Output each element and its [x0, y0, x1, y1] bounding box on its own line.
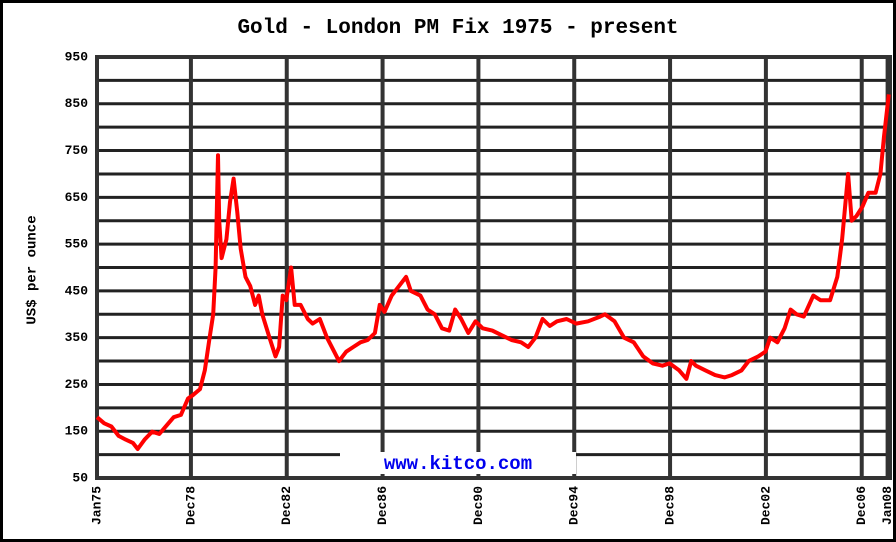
- y-tick-label: 150: [65, 424, 89, 439]
- y-tick-label: 50: [72, 470, 88, 485]
- y-tick-label: 850: [65, 96, 89, 111]
- x-tick-label: Dec78: [183, 486, 198, 525]
- y-tick-label: 250: [65, 377, 89, 392]
- x-tick-label: Dec86: [375, 486, 390, 525]
- plot-border: [95, 55, 892, 480]
- y-tick-label: 550: [65, 237, 89, 252]
- chart-title: Gold - London PM Fix 1975 - present: [237, 17, 678, 40]
- y-tick-label: 650: [65, 190, 89, 205]
- x-tick-label: Dec02: [758, 486, 773, 525]
- price-line: [95, 94, 891, 451]
- x-tick-label: Dec98: [663, 486, 678, 525]
- y-axis-label: US$ per ounce: [25, 215, 41, 324]
- x-tick-label: Dec90: [471, 486, 486, 525]
- y-tick-label: 350: [65, 330, 89, 345]
- y-tick-label: 450: [65, 283, 89, 298]
- x-tick-label: Dec94: [567, 486, 582, 525]
- y-tick-label: 750: [65, 143, 89, 158]
- watermark: www.kitco.com: [384, 453, 532, 475]
- y-tick-label: 950: [65, 49, 89, 64]
- watermark-bg: [340, 452, 576, 474]
- x-tick-label: Dec06: [854, 486, 869, 525]
- x-tick-label: Jan08: [880, 486, 895, 525]
- x-tick-label: Jan75: [89, 486, 104, 525]
- x-tick-label: Dec82: [279, 486, 294, 525]
